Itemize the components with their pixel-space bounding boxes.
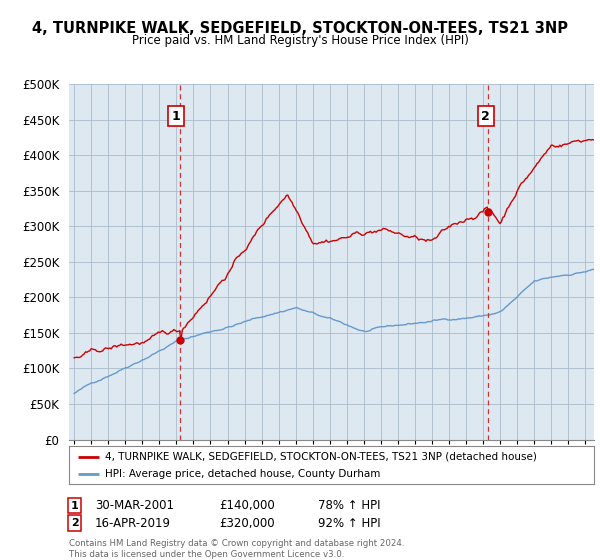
Text: 2: 2 <box>481 110 490 123</box>
Text: HPI: Average price, detached house, County Durham: HPI: Average price, detached house, Coun… <box>105 469 380 479</box>
Text: £320,000: £320,000 <box>219 516 275 530</box>
Text: 4, TURNPIKE WALK, SEDGEFIELD, STOCKTON-ON-TEES, TS21 3NP (detached house): 4, TURNPIKE WALK, SEDGEFIELD, STOCKTON-O… <box>105 451 536 461</box>
Text: 30-MAR-2001: 30-MAR-2001 <box>95 499 174 512</box>
Text: £140,000: £140,000 <box>219 499 275 512</box>
Text: 1: 1 <box>172 110 181 123</box>
Text: 16-APR-2019: 16-APR-2019 <box>95 516 171 530</box>
Text: 2: 2 <box>71 518 79 528</box>
Text: 92% ↑ HPI: 92% ↑ HPI <box>318 516 380 530</box>
Text: 1: 1 <box>71 501 79 511</box>
Text: 4, TURNPIKE WALK, SEDGEFIELD, STOCKTON-ON-TEES, TS21 3NP: 4, TURNPIKE WALK, SEDGEFIELD, STOCKTON-O… <box>32 21 568 36</box>
Text: 78% ↑ HPI: 78% ↑ HPI <box>318 499 380 512</box>
Text: Contains HM Land Registry data © Crown copyright and database right 2024.
This d: Contains HM Land Registry data © Crown c… <box>69 539 404 559</box>
Text: Price paid vs. HM Land Registry's House Price Index (HPI): Price paid vs. HM Land Registry's House … <box>131 34 469 46</box>
